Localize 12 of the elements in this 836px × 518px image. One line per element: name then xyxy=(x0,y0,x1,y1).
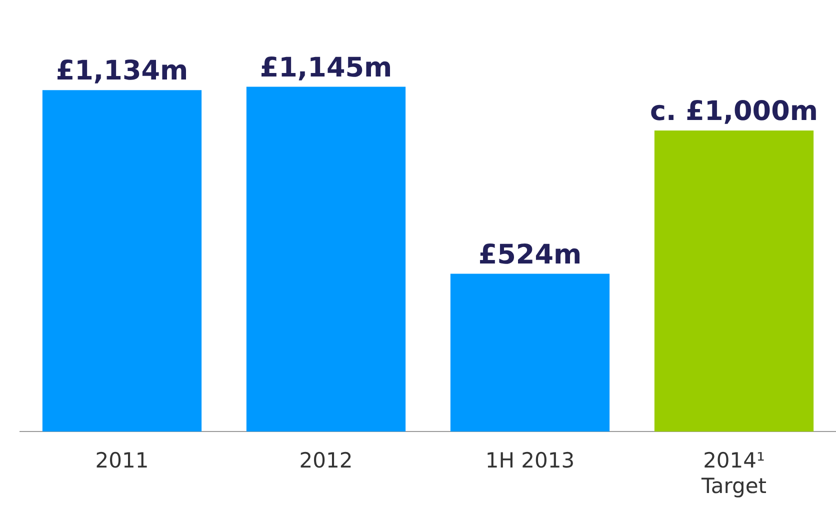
data-label: £1,134m xyxy=(56,56,188,87)
data-label: £1,145m xyxy=(260,52,392,84)
x-tick-label: 2012 xyxy=(299,448,353,473)
data-label: £524m xyxy=(478,239,582,270)
bar xyxy=(654,130,814,432)
bar xyxy=(42,90,202,432)
data-label: c. £1,000m xyxy=(650,96,818,127)
x-tick-label: 2011 xyxy=(95,448,149,473)
x-tick-label: 1H 2013 xyxy=(485,448,575,473)
x-tick-label: 2014¹ Target xyxy=(700,448,766,498)
bar xyxy=(450,274,610,432)
bar xyxy=(246,86,406,432)
